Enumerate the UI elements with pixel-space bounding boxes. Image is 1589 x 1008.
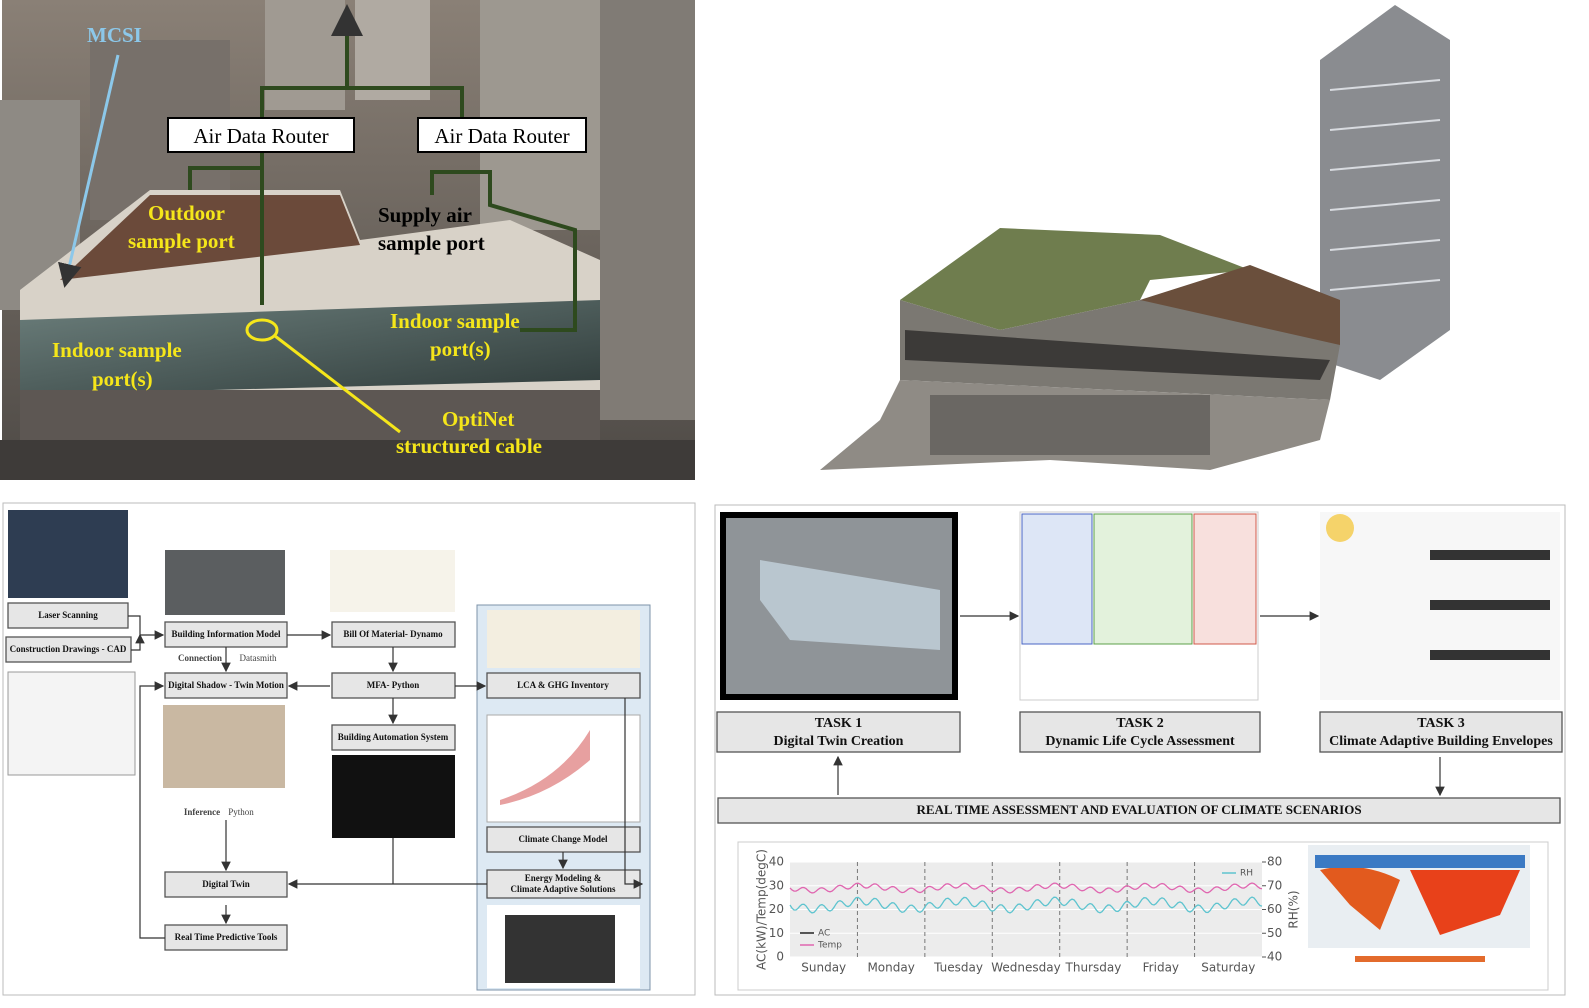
box-label: Climate Change Model (519, 834, 608, 844)
workflow-panel: Laser Scanning Construction Drawings - C… (2, 502, 696, 996)
box-label: Digital Shadow - Twin Motion (168, 680, 284, 690)
y-axis-label: AC(kW)/Temp(degC) (755, 849, 769, 970)
task-label: TASK 2 (1116, 716, 1164, 731)
trace (789, 882, 1263, 894)
box-label: Bill Of Material- Dynamo (343, 629, 443, 639)
label: port(s) (430, 337, 491, 361)
task-name: Climate Adaptive Building Envelopes (1329, 734, 1553, 749)
box-label: Climate Adaptive Solutions (510, 884, 616, 894)
tasks-panel: TASK 1 Digital Twin Creation TASK 2 Dynamic… (714, 504, 1566, 996)
legend-label: Temp (817, 941, 842, 951)
box-label: Energy Modeling & (525, 873, 602, 883)
label: Indoor sample (52, 338, 182, 362)
x-tick-label: Sunday (801, 961, 846, 975)
trace (789, 896, 1263, 914)
label: Datasmith (240, 653, 277, 663)
x-tick-label: Tuesday (933, 961, 983, 975)
photo-panel: MCSI Air Data Router Air Data Router Out… (0, 0, 695, 480)
task-name: Digital Twin Creation (774, 734, 904, 749)
y2-axis-label: RH(%) (1287, 890, 1301, 928)
y2-tick-label: 60 (1267, 902, 1282, 916)
box (7, 602, 129, 629)
box (164, 924, 288, 951)
y2-tick-label: 50 (1267, 926, 1282, 940)
task-box (1319, 711, 1563, 753)
label: Outdoor (148, 201, 225, 225)
box (164, 871, 288, 898)
banner-text: REAL TIME ASSESSMENT AND EVALUATION OF C… (916, 802, 1361, 817)
y-tick-label: 20 (769, 902, 784, 916)
y-tick-label: 10 (769, 926, 784, 940)
box-label: Laser Scanning (38, 610, 98, 620)
y-tick-label: 0 (776, 950, 784, 964)
box-label: MFA- Python (367, 680, 420, 690)
banner (717, 797, 1561, 824)
x-tick-label: Thursday (1065, 961, 1122, 975)
box (486, 672, 641, 699)
box-label: Digital Twin (202, 879, 249, 889)
legend-label: RH (1240, 869, 1253, 879)
box-label: LCA & GHG Inventory (517, 680, 609, 690)
y2-tick-label: 70 (1267, 878, 1282, 892)
label: Indoor sample (390, 309, 520, 333)
label: MCSI (87, 23, 142, 47)
label: sample port (378, 231, 485, 255)
label: Air Data Router (434, 124, 569, 148)
task-box (1019, 711, 1261, 753)
x-tick-label: Friday (1143, 961, 1179, 975)
y2-tick-label: 40 (1267, 950, 1282, 964)
label: Air Data Router (193, 124, 328, 148)
label: port(s) (92, 367, 153, 391)
y-tick-label: 30 (769, 878, 784, 892)
x-tick-label: Monday (867, 961, 914, 975)
legend-label: AC (818, 929, 830, 939)
y2-tick-label: 80 (1267, 855, 1282, 869)
y-tick-label: 40 (769, 855, 784, 869)
line-chart: 0 10 20 30 40 40 50 60 70 80 Sunday Monday Tuesday We… (755, 849, 1301, 974)
box-label: Construction Drawings - CAD (10, 644, 127, 654)
label: structured cable (396, 434, 542, 458)
label: Inference (184, 807, 220, 817)
box-label: Building Information Model (171, 629, 281, 639)
box (331, 724, 456, 751)
x-tick-label: Saturday (1201, 961, 1255, 975)
box (486, 869, 641, 899)
label: OptiNet (442, 407, 514, 431)
label: Python (228, 807, 254, 817)
x-tick-label: Wednesday (991, 961, 1060, 975)
box (164, 672, 288, 699)
box-label: Building Automation System (338, 732, 449, 742)
task-label: TASK 1 (815, 716, 863, 731)
box-label: Real Time Predictive Tools (175, 932, 278, 942)
label: Connection (178, 653, 222, 663)
box (486, 826, 641, 853)
label: sample port (128, 229, 235, 253)
point-cloud (820, 5, 1450, 470)
task-label: TASK 3 (1417, 716, 1465, 731)
label: Supply air (378, 203, 472, 227)
task-name: Dynamic Life Cycle Assessment (1045, 734, 1235, 749)
task-box (716, 711, 961, 753)
